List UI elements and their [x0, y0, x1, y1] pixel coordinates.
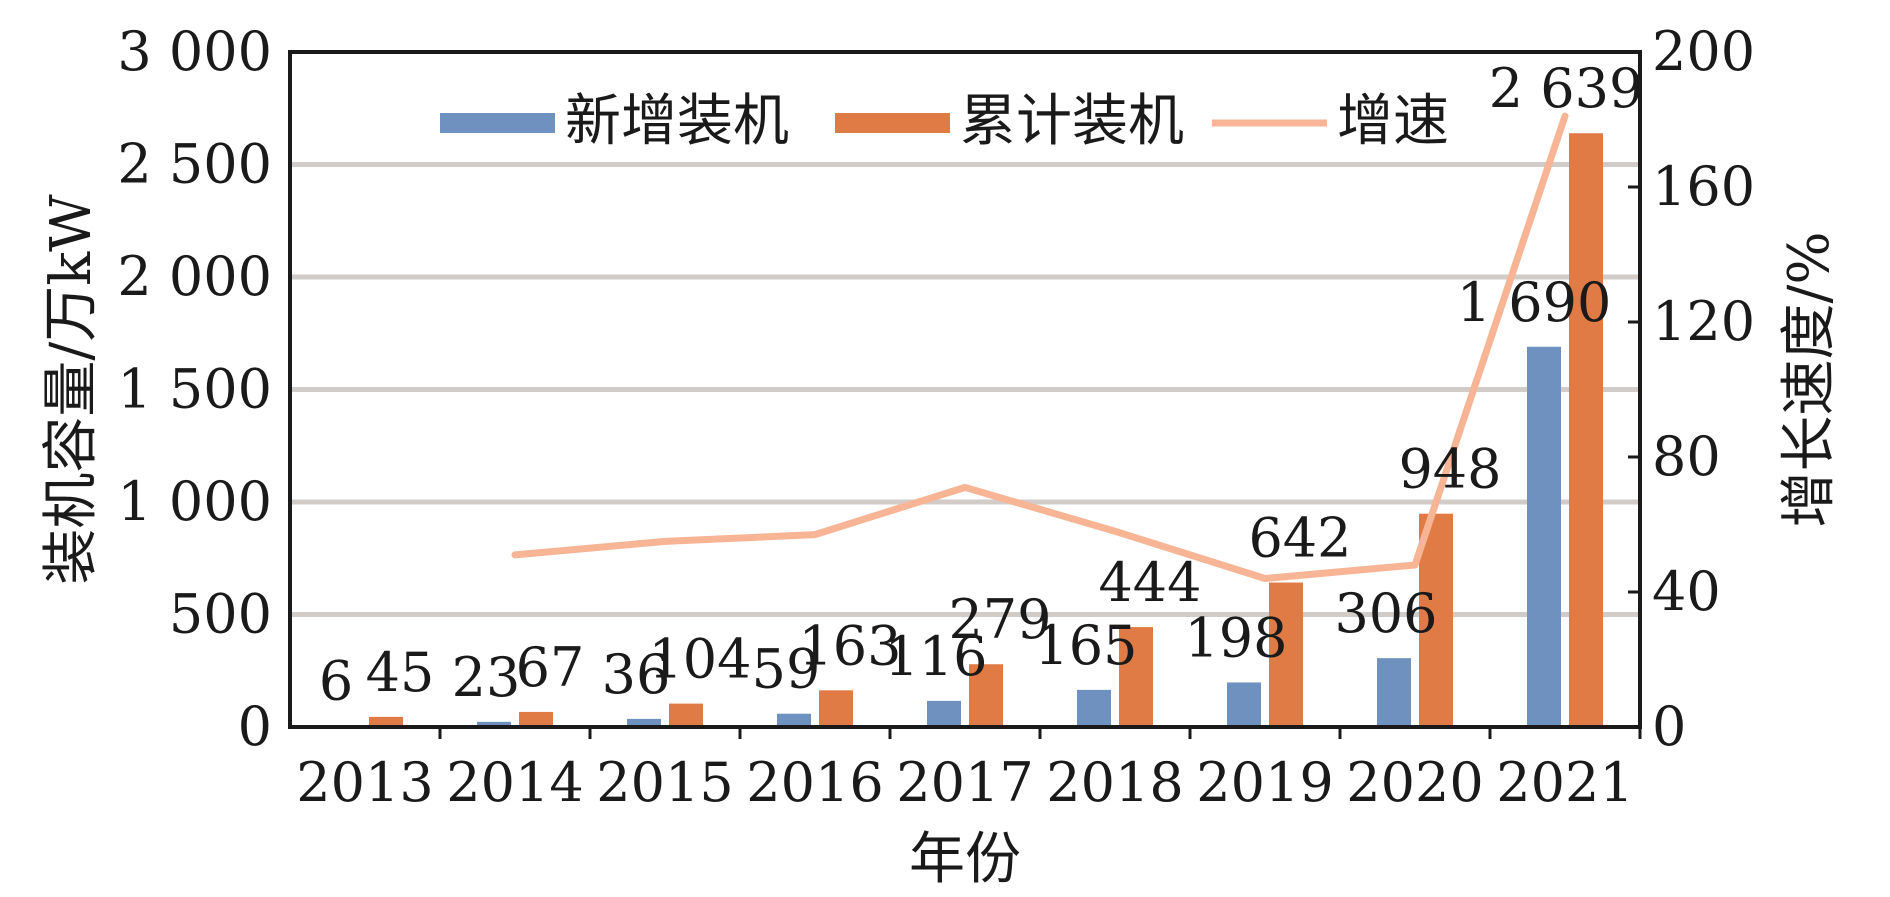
data-label-new: 306	[1334, 582, 1437, 645]
y2-tick-label: 120	[1652, 290, 1755, 353]
y2-tick-label: 40	[1652, 560, 1721, 623]
data-label-cumulative: 2 639	[1489, 57, 1644, 120]
data-label-cumulative: 444	[1098, 551, 1201, 614]
data-label-cumulative: 45	[366, 641, 435, 704]
y2-axis-title: 增长速度/%	[1777, 231, 1842, 527]
data-label-new: 23	[452, 646, 521, 709]
bar-new	[927, 701, 961, 727]
x-tick-label: 2018	[1046, 751, 1183, 814]
bar-new	[1527, 347, 1561, 727]
x-axis-title: 年份	[909, 827, 1021, 892]
x-tick-label: 2014	[446, 751, 583, 814]
y-tick-label: 3 000	[117, 20, 272, 83]
data-label-new: 198	[1184, 606, 1287, 669]
x-tick-label: 2015	[596, 751, 733, 814]
data-label-cumulative: 948	[1398, 438, 1501, 501]
bar-new	[1377, 658, 1411, 727]
legend-label: 新增装机	[565, 89, 789, 154]
legend-swatch	[835, 113, 950, 133]
y-axis-title: 装机容量/万kW	[39, 194, 104, 585]
data-label-cumulative: 104	[648, 628, 751, 691]
y-tick-label: 2 500	[117, 133, 272, 196]
bar-cumulative	[1569, 133, 1603, 727]
data-label-cumulative: 642	[1248, 507, 1351, 570]
x-tick-label: 2016	[746, 751, 883, 814]
bar-cumulative	[819, 690, 853, 727]
x-tick-label: 2013	[296, 751, 433, 814]
legend-swatch	[440, 113, 555, 133]
y-tick-label: 500	[169, 583, 272, 646]
y2-tick-label: 80	[1652, 425, 1721, 488]
y2-tick-label: 0	[1652, 695, 1686, 758]
bar-new	[1227, 682, 1261, 727]
y-tick-label: 1 500	[117, 358, 272, 421]
data-label-new: 6	[319, 650, 353, 713]
x-tick-label: 2021	[1496, 751, 1633, 814]
data-label-cumulative: 163	[798, 614, 901, 677]
y-tick-label: 1 000	[117, 470, 272, 533]
x-tick-label: 2020	[1346, 751, 1483, 814]
growth-line	[515, 116, 1565, 578]
y-tick-label: 0	[238, 695, 272, 758]
data-label-cumulative: 67	[516, 636, 585, 699]
bar-cumulative	[669, 704, 703, 727]
y-tick-label: 2 000	[117, 245, 272, 308]
bar-new	[1077, 690, 1111, 727]
bar-cumulative	[519, 712, 553, 727]
x-tick-label: 2017	[896, 751, 1033, 814]
y2-tick-label: 200	[1652, 20, 1755, 83]
y2-tick-label: 160	[1652, 155, 1755, 218]
data-label-new: 1 690	[1457, 271, 1612, 334]
data-label-cumulative: 279	[948, 588, 1051, 651]
legend-label: 累计装机	[960, 89, 1184, 154]
legend-label: 增速	[1337, 89, 1449, 154]
x-tick-label: 2019	[1196, 751, 1333, 814]
